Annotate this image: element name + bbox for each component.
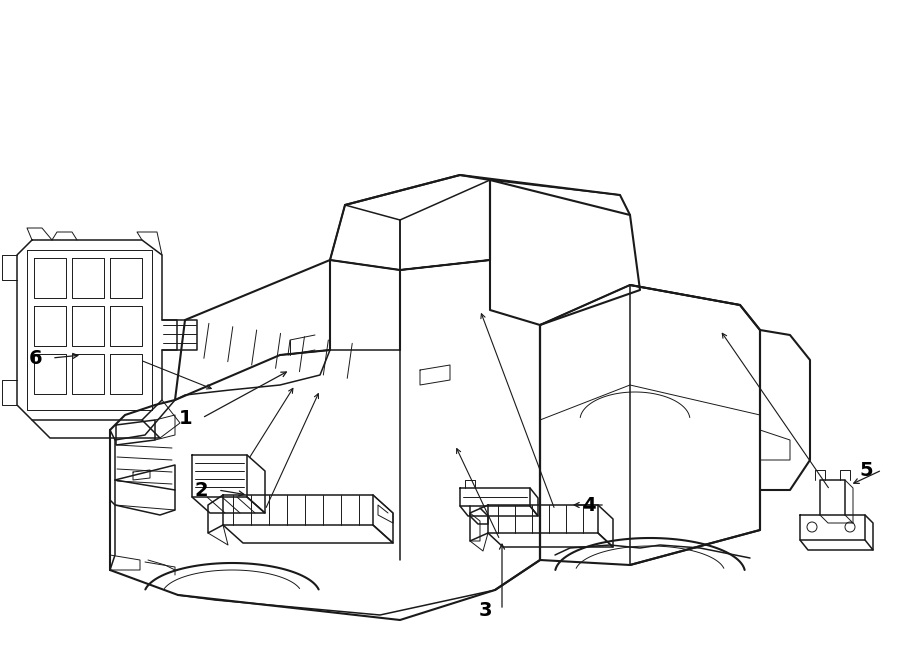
Text: 6: 6: [29, 348, 42, 367]
Text: 3: 3: [479, 600, 492, 620]
Text: 1: 1: [179, 408, 193, 428]
Text: 5: 5: [859, 461, 873, 479]
Text: 2: 2: [195, 481, 209, 500]
Text: 4: 4: [582, 495, 596, 514]
